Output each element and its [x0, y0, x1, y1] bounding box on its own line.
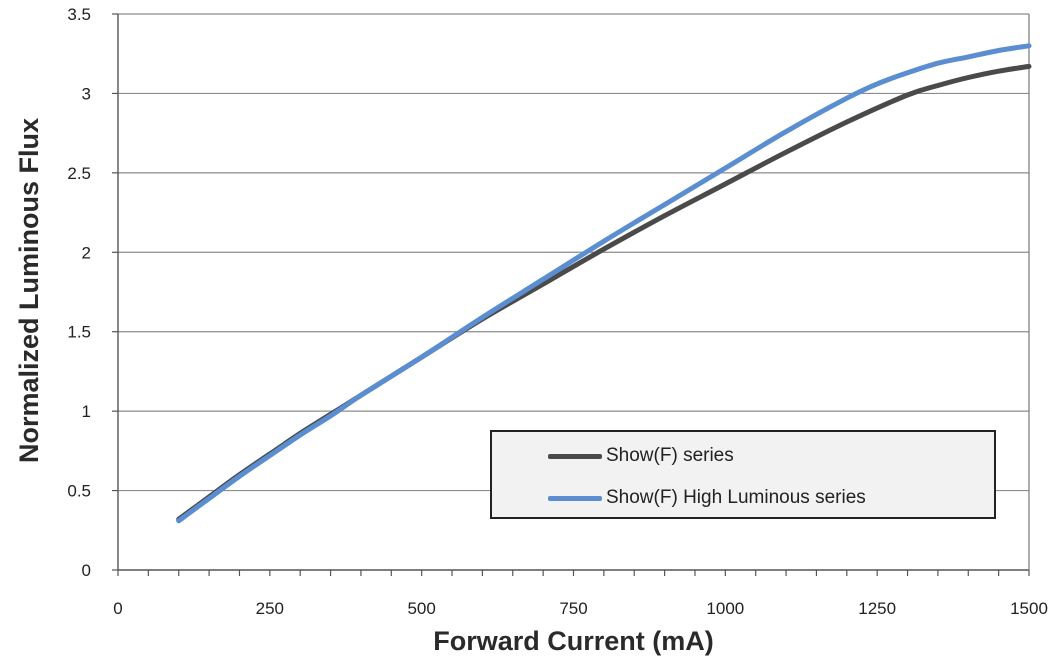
y-tick-label: 1.5: [67, 323, 91, 342]
x-tick-label: 750: [559, 599, 587, 618]
legend-label-show-f-series: Show(F) series: [606, 445, 734, 466]
legend-label-show-f-high-luminous-series: Show(F) High Luminous series: [606, 487, 866, 508]
legend-entry-show-f-high-luminous-series: Show(F) High Luminous series: [548, 487, 866, 508]
y-axis-title-wrap: Normalized Luminous Flux: [0, 0, 60, 580]
series-line-show-f-high-luminous-series: [176, 43, 1032, 524]
y-axis-title: Normalized Luminous Flux: [14, 117, 45, 463]
y-tick-label: 0.5: [67, 482, 91, 501]
x-tick-label: 1500: [1010, 599, 1048, 618]
y-tick-label: 1: [82, 402, 91, 421]
y-tick-label: 3.5: [67, 5, 91, 24]
y-tick-label: 3: [82, 84, 91, 103]
x-tick-label: 1250: [858, 599, 896, 618]
x-tick-label: 250: [256, 599, 284, 618]
y-tick-label: 2.5: [67, 164, 91, 183]
y-tick-label: 2: [82, 243, 91, 262]
legend-entry-show-f-series: Show(F) series: [548, 445, 734, 466]
x-tick-label: 500: [407, 599, 435, 618]
y-tick-label: 0: [82, 561, 91, 580]
x-tick-label: 0: [113, 599, 122, 618]
legend-swatch-show-f-series: [548, 453, 602, 459]
legend-swatch-show-f-high-luminous-series: [548, 495, 602, 501]
legend: Show(F) series Show(F) High Luminous ser…: [490, 430, 996, 519]
x-axis-title: Forward Current (mA): [433, 626, 714, 656]
x-tick-label: 1000: [706, 599, 744, 618]
